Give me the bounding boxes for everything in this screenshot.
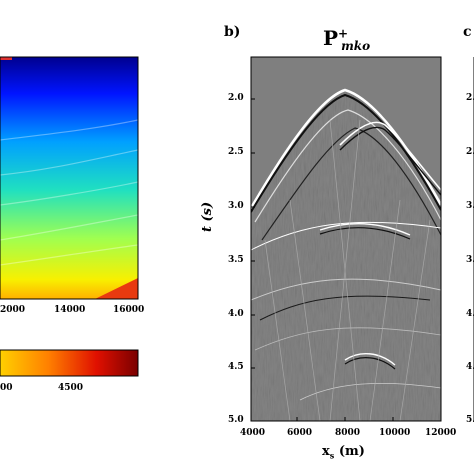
x-axis-label: xs (m) [322, 444, 365, 461]
colorbar [0, 349, 139, 377]
xlabel-main: x [322, 444, 330, 459]
xtick-8000: 8000 [335, 428, 361, 438]
panel-a-xtick-2: 14000 [54, 305, 86, 315]
ytick-4-5: 4.5 [228, 362, 244, 372]
panel-b-label: b) [224, 24, 241, 40]
xtick-6000: 6000 [287, 428, 313, 438]
panel-c-tick-6: 4. [466, 362, 474, 372]
xlabel-sub: s [329, 450, 335, 461]
ytick-3-0: 3.0 [228, 201, 244, 211]
xtick-4000: 4000 [240, 428, 266, 438]
panel-b-title: P+mko [323, 26, 370, 53]
ytick-3-5: 3.5 [228, 255, 244, 265]
ytick-2-5: 2.5 [228, 147, 244, 157]
xtick-12000: 12000 [425, 428, 457, 438]
panel-c-tick-7: 5. [466, 415, 474, 425]
xtick-10000: 10000 [379, 428, 411, 438]
panel-c-tick-4: 3. [466, 255, 474, 265]
ytick-4-0: 4.0 [228, 309, 244, 319]
panel-c-label: c [463, 24, 472, 40]
title-main: P [323, 26, 339, 50]
xlabel-unit: (m) [338, 444, 365, 459]
seismic-section-panel [250, 56, 442, 422]
colorbar-tick-1: 00 [0, 383, 13, 393]
ytick-5-0: 5.0 [228, 415, 244, 425]
panel-a-xtick-3: 16000 [113, 305, 145, 315]
y-axis-label: t (s) [200, 201, 215, 232]
ytick-2-0: 2.0 [228, 93, 244, 103]
colorbar-tick-2: 4500 [58, 383, 84, 393]
panel-c-tick-1: 2. [466, 93, 474, 103]
panel-a-xtick-1: 2000 [0, 305, 26, 315]
panel-c-tick-3: 3. [466, 201, 474, 211]
panel-c-tick-2: 2. [466, 147, 474, 157]
velocity-model-panel [0, 56, 139, 300]
title-sup: + [338, 26, 349, 41]
title-sub: mko [341, 39, 371, 53]
panel-c-tick-5: 4. [466, 309, 474, 319]
